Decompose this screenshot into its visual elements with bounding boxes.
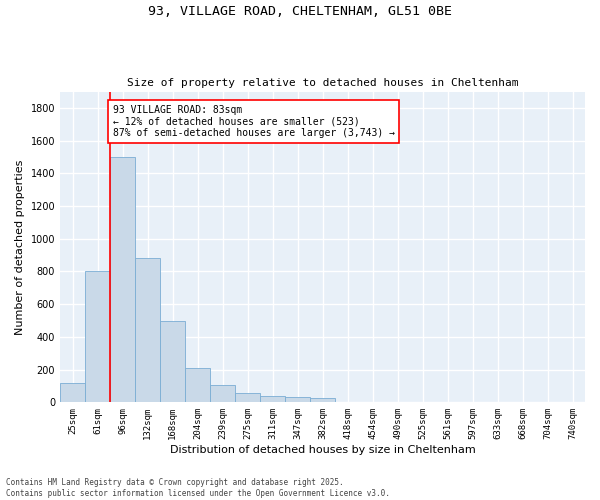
Bar (110, 157, 135, 402)
Text: Contains HM Land Registry data © Crown copyright and database right 2025.
Contai: Contains HM Land Registry data © Crown c… (6, 478, 390, 498)
Bar (235, 392, 260, 402)
X-axis label: Distribution of detached houses by size in Cheltenham: Distribution of detached houses by size … (170, 445, 475, 455)
Bar (60, 382, 85, 402)
Bar (185, 368, 210, 402)
Y-axis label: Number of detached properties: Number of detached properties (15, 160, 25, 334)
Bar (310, 398, 335, 402)
Bar (260, 396, 285, 402)
Bar (85, 272, 110, 402)
Bar (285, 398, 310, 402)
Bar (160, 320, 185, 402)
Title: Size of property relative to detached houses in Cheltenham: Size of property relative to detached ho… (127, 78, 518, 88)
Bar (210, 385, 235, 402)
Text: 93, VILLAGE ROAD, CHELTENHAM, GL51 0BE: 93, VILLAGE ROAD, CHELTENHAM, GL51 0BE (148, 5, 452, 18)
Text: 93 VILLAGE ROAD: 83sqm
← 12% of detached houses are smaller (523)
87% of semi-de: 93 VILLAGE ROAD: 83sqm ← 12% of detached… (113, 104, 395, 138)
Bar (135, 258, 160, 402)
